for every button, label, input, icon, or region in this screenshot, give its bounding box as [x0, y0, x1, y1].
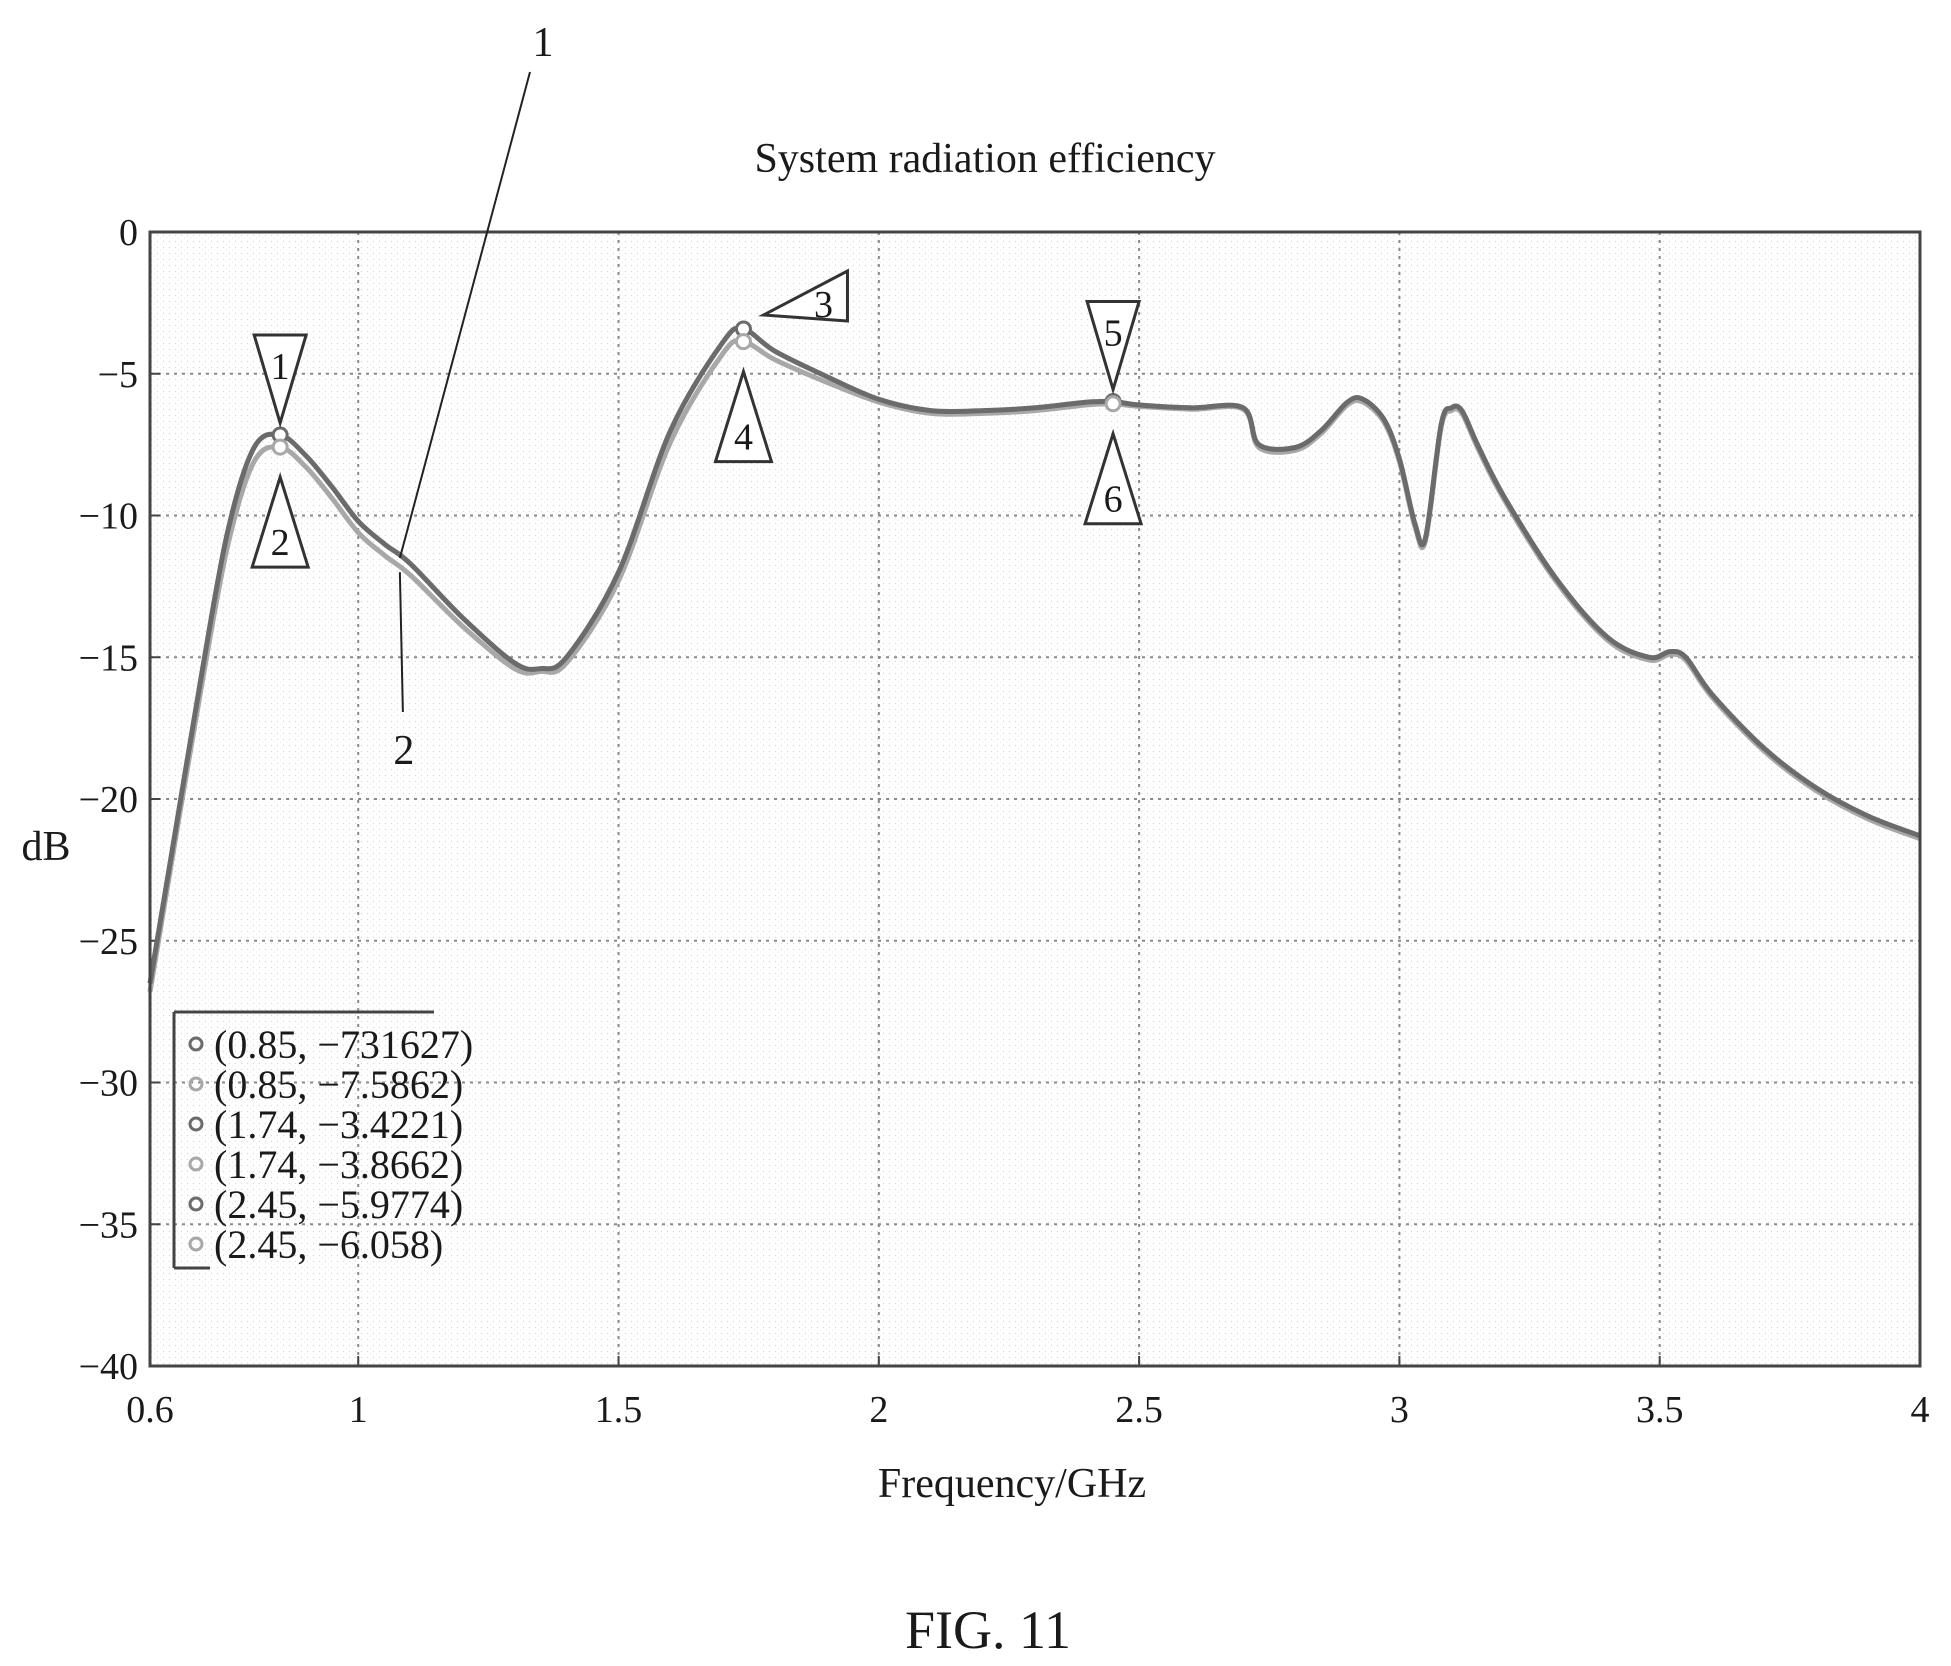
y-tick-label: 0	[119, 212, 138, 254]
marker-flag-2	[250, 472, 311, 569]
marker-label-6: 6	[1104, 479, 1123, 521]
legend-marker-icon	[188, 1236, 204, 1252]
marker-label-4: 4	[734, 417, 753, 459]
marker-point-2	[271, 438, 289, 456]
x-tick-label: 1.5	[595, 1389, 643, 1431]
marker-flag-6	[1083, 428, 1144, 526]
x-tick-label: 2	[869, 1389, 888, 1431]
y-tick-label: −30	[79, 1063, 138, 1105]
marker-label-5: 5	[1104, 312, 1123, 354]
callout-label-2: 2	[393, 728, 414, 774]
x-tick-label: 1	[349, 1389, 368, 1431]
marker-label-2: 2	[271, 522, 290, 564]
marker-label-3: 3	[814, 284, 833, 326]
plot-frame	[148, 230, 1922, 1368]
axis-ticks: 0.6 1 1.5 2 2.5 3 3.5 4 0 −5 −10 −15 −20 −25 −30 −35 −40	[79, 212, 1930, 1431]
legend-marker-icon	[188, 1156, 204, 1172]
figure-caption: FIG. 11	[905, 1600, 1071, 1660]
y-axis-label: dB	[21, 824, 70, 870]
callout-label-1: 1	[533, 20, 554, 66]
x-axis-label: Frequency/GHz	[878, 1461, 1146, 1507]
y-tick-label: −25	[79, 921, 138, 963]
x-tick-label: 3.5	[1636, 1389, 1684, 1431]
y-tick-label: −15	[79, 637, 138, 679]
y-tick-label: −20	[79, 779, 138, 821]
marker-point-6	[1104, 395, 1122, 413]
legend-marker-icon	[188, 1116, 204, 1132]
legend-marker-icon	[188, 1196, 204, 1212]
y-tick-label: −10	[79, 496, 138, 538]
y-tick-label: −40	[79, 1346, 138, 1388]
y-tick-label: −35	[79, 1204, 138, 1246]
marker-point-4	[734, 333, 752, 351]
marker-flag-1	[252, 333, 309, 429]
legend-entry-4: (1.74, −3.8662)	[214, 1142, 463, 1187]
legend-entry-3: (1.74, −3.4221)	[214, 1102, 463, 1147]
y-tick-label: −5	[98, 354, 138, 396]
marker-label-1: 1	[271, 346, 290, 388]
series-line-1	[147, 325, 1921, 984]
legend-entry-1: (0.85, −731627)	[214, 1022, 473, 1067]
legend-entry-6: (2.45, −6.058)	[214, 1222, 443, 1267]
callouts-layer: 12	[393, 20, 553, 774]
legend-marker-icon	[188, 1076, 204, 1092]
grid-lines	[150, 232, 1920, 1366]
markers-layer: 1 2 3 4 5 6	[250, 268, 1144, 569]
x-tick-label: 0.6	[126, 1389, 174, 1431]
series-layer	[147, 325, 1921, 993]
marker-flag-4	[713, 366, 774, 464]
marker-flag-3	[758, 268, 849, 323]
x-tick-label: 2.5	[1115, 1389, 1163, 1431]
chart-title: System radiation efficiency	[754, 136, 1215, 182]
marker-flag-5	[1085, 299, 1142, 395]
x-tick-label: 3	[1390, 1389, 1409, 1431]
legend-marker-icon	[188, 1036, 204, 1052]
legend: (0.85, −731627)(0.85, −7.5862)(1.74, −3.…	[172, 1010, 473, 1270]
callout-line-2	[398, 572, 404, 713]
callout-line-1	[398, 71, 531, 559]
legend-entry-2: (0.85, −7.5862)	[214, 1062, 463, 1107]
x-tick-label: 4	[1911, 1389, 1930, 1431]
legend-entry-5: (2.45, −5.9774)	[214, 1182, 463, 1227]
